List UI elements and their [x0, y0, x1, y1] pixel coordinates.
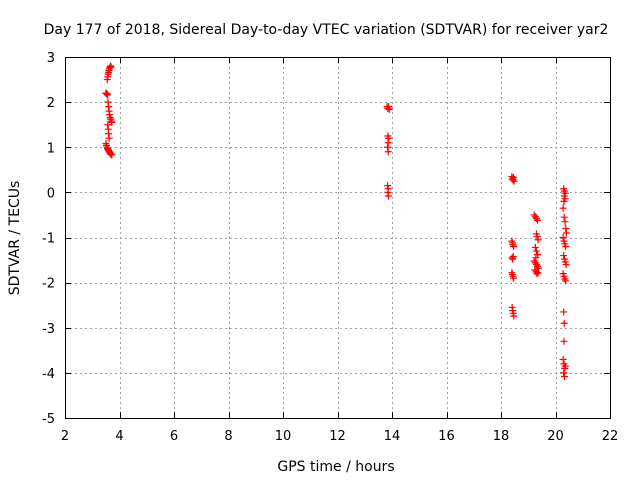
data-point	[559, 355, 567, 363]
y-tick-label: -5	[42, 412, 55, 427]
data-point	[560, 308, 568, 316]
data-point	[560, 337, 568, 345]
data-point	[108, 118, 116, 126]
data-point	[510, 177, 518, 185]
data-point	[534, 216, 542, 224]
grid-lines	[65, 57, 610, 418]
x-tick-label: 20	[547, 429, 564, 444]
data-point	[533, 233, 541, 241]
data-point	[562, 277, 570, 285]
x-tick-label: 8	[224, 429, 232, 444]
data-point	[559, 204, 567, 212]
data-point	[560, 319, 568, 327]
x-tick-label: 6	[170, 429, 178, 444]
data-point	[532, 247, 540, 255]
y-tick-label: -1	[42, 232, 55, 247]
x-axis-label: GPS time / hours	[277, 459, 394, 475]
y-tick-label: -3	[42, 322, 55, 337]
data-point	[533, 270, 541, 278]
data-point	[561, 218, 569, 226]
x-axis-tick-labels: 2 4 6 8 10 12 14 16 18 20 22	[61, 429, 618, 444]
data-point	[384, 192, 392, 200]
y-tick-label: -4	[42, 367, 55, 382]
data-point	[534, 269, 542, 277]
data-point	[510, 274, 518, 282]
y-tick-label: 3	[47, 51, 55, 66]
y-tick-label: 2	[47, 96, 55, 111]
data-point	[562, 243, 570, 251]
data-point	[531, 243, 539, 251]
data-point	[510, 243, 518, 251]
axis-ticks	[65, 57, 611, 419]
y-axis-tick-labels: -5 -4 -3 -2 -1 0 1 2 3	[42, 51, 55, 427]
data-point	[509, 252, 517, 260]
x-tick-label: 18	[493, 429, 510, 444]
x-tick-label: 4	[115, 429, 123, 444]
data-point	[385, 105, 393, 113]
data-points	[102, 62, 570, 380]
data-point	[384, 148, 392, 156]
x-tick-label: 12	[329, 429, 346, 444]
data-point	[560, 369, 568, 377]
data-point	[534, 251, 542, 259]
y-tick-label: 1	[47, 141, 55, 156]
data-point	[510, 312, 518, 320]
data-point	[560, 197, 568, 205]
y-axis-label: SDTVAR / TECUs	[7, 181, 23, 296]
data-point	[108, 151, 116, 159]
data-point	[562, 261, 570, 269]
data-point	[105, 134, 113, 142]
data-point	[561, 362, 569, 370]
data-point	[104, 91, 112, 99]
data-point	[559, 234, 567, 241]
y-tick-label: -2	[42, 277, 55, 292]
x-tick-label: 10	[275, 429, 292, 444]
data-point	[562, 229, 570, 237]
data-point	[560, 213, 568, 221]
data-point	[560, 252, 568, 260]
data-point	[534, 236, 542, 244]
data-point	[107, 63, 115, 71]
y-tick-label: 0	[47, 186, 55, 201]
data-point	[560, 372, 568, 380]
x-tick-label: 14	[384, 429, 401, 444]
x-tick-label: 22	[602, 429, 619, 444]
chart-title: Day 177 of 2018, Sidereal Day-to-day VTE…	[44, 22, 609, 38]
x-tick-label: 16	[438, 429, 455, 444]
x-tick-label: 2	[61, 429, 69, 444]
